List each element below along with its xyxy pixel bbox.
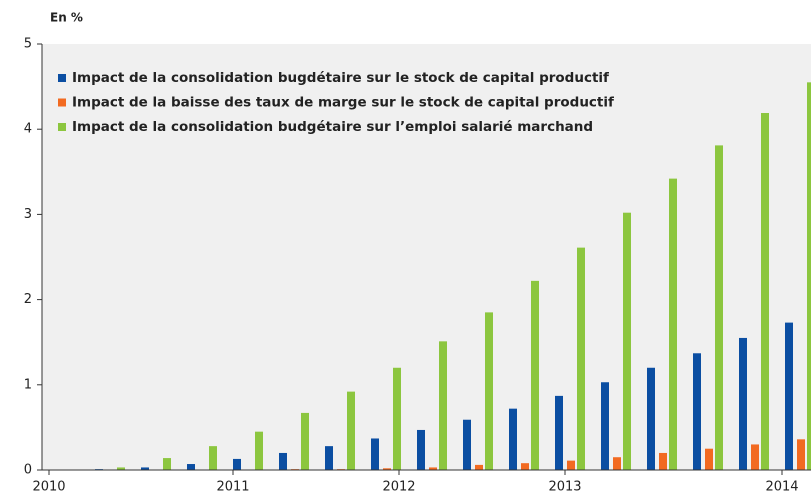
x-tick-label: 2010 xyxy=(32,480,65,495)
bar xyxy=(371,438,379,470)
x-tick-label: 2014 xyxy=(765,480,798,495)
legend-swatch xyxy=(58,74,66,82)
bar xyxy=(485,312,493,470)
bar xyxy=(509,408,517,470)
bar xyxy=(255,431,263,470)
bar xyxy=(797,439,805,470)
bar xyxy=(601,382,609,470)
bar xyxy=(429,467,437,470)
legend-label: Impact de la consolidation bugdétaire su… xyxy=(72,70,609,86)
bar xyxy=(393,367,401,470)
legend-label: Impact de la consolidation budgétaire su… xyxy=(72,119,593,135)
bar xyxy=(693,353,701,470)
x-tick-label: 2012 xyxy=(382,480,415,495)
bar xyxy=(347,391,355,470)
bar xyxy=(301,412,309,470)
y-tick-label: 4 xyxy=(24,122,32,137)
bar xyxy=(623,212,631,471)
bar xyxy=(739,337,747,470)
bar xyxy=(475,464,483,470)
legend-swatch xyxy=(58,98,66,107)
y-tick-label: 1 xyxy=(24,377,32,392)
y-axis-title: En % xyxy=(50,11,83,25)
legend-swatch xyxy=(58,123,66,131)
bar xyxy=(715,145,723,470)
bar xyxy=(567,460,575,470)
bar xyxy=(785,322,793,470)
bar xyxy=(669,178,677,470)
bar xyxy=(417,429,425,470)
bar xyxy=(531,280,539,470)
bar xyxy=(439,341,447,470)
y-tick-label: 3 xyxy=(24,207,32,222)
bar xyxy=(463,419,471,470)
bar xyxy=(761,113,769,471)
bar xyxy=(807,82,811,470)
bar xyxy=(555,395,563,470)
bar xyxy=(751,444,759,470)
bar xyxy=(187,464,195,470)
x-tick-label: 2011 xyxy=(216,480,249,495)
bar xyxy=(577,247,585,470)
bar xyxy=(209,446,217,470)
bar xyxy=(163,458,171,470)
legend-label: Impact de la baisse des taux de marge su… xyxy=(72,95,614,111)
bar xyxy=(659,452,667,470)
bar xyxy=(521,463,529,470)
bar xyxy=(383,468,391,470)
bar xyxy=(705,448,713,470)
bar xyxy=(279,452,287,470)
y-tick-label: 5 xyxy=(24,37,32,52)
y-tick-label: 2 xyxy=(24,292,32,307)
bar xyxy=(117,467,125,470)
bar xyxy=(325,446,333,470)
y-tick-label: 0 xyxy=(24,463,32,478)
bar xyxy=(647,367,655,470)
bar xyxy=(613,457,621,470)
plot-background xyxy=(42,44,811,470)
bar xyxy=(233,458,241,470)
x-tick-label: 2013 xyxy=(548,480,581,495)
bar xyxy=(141,467,149,470)
